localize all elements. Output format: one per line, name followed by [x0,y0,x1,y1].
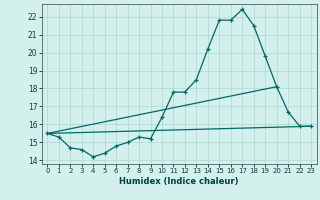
X-axis label: Humidex (Indice chaleur): Humidex (Indice chaleur) [119,177,239,186]
